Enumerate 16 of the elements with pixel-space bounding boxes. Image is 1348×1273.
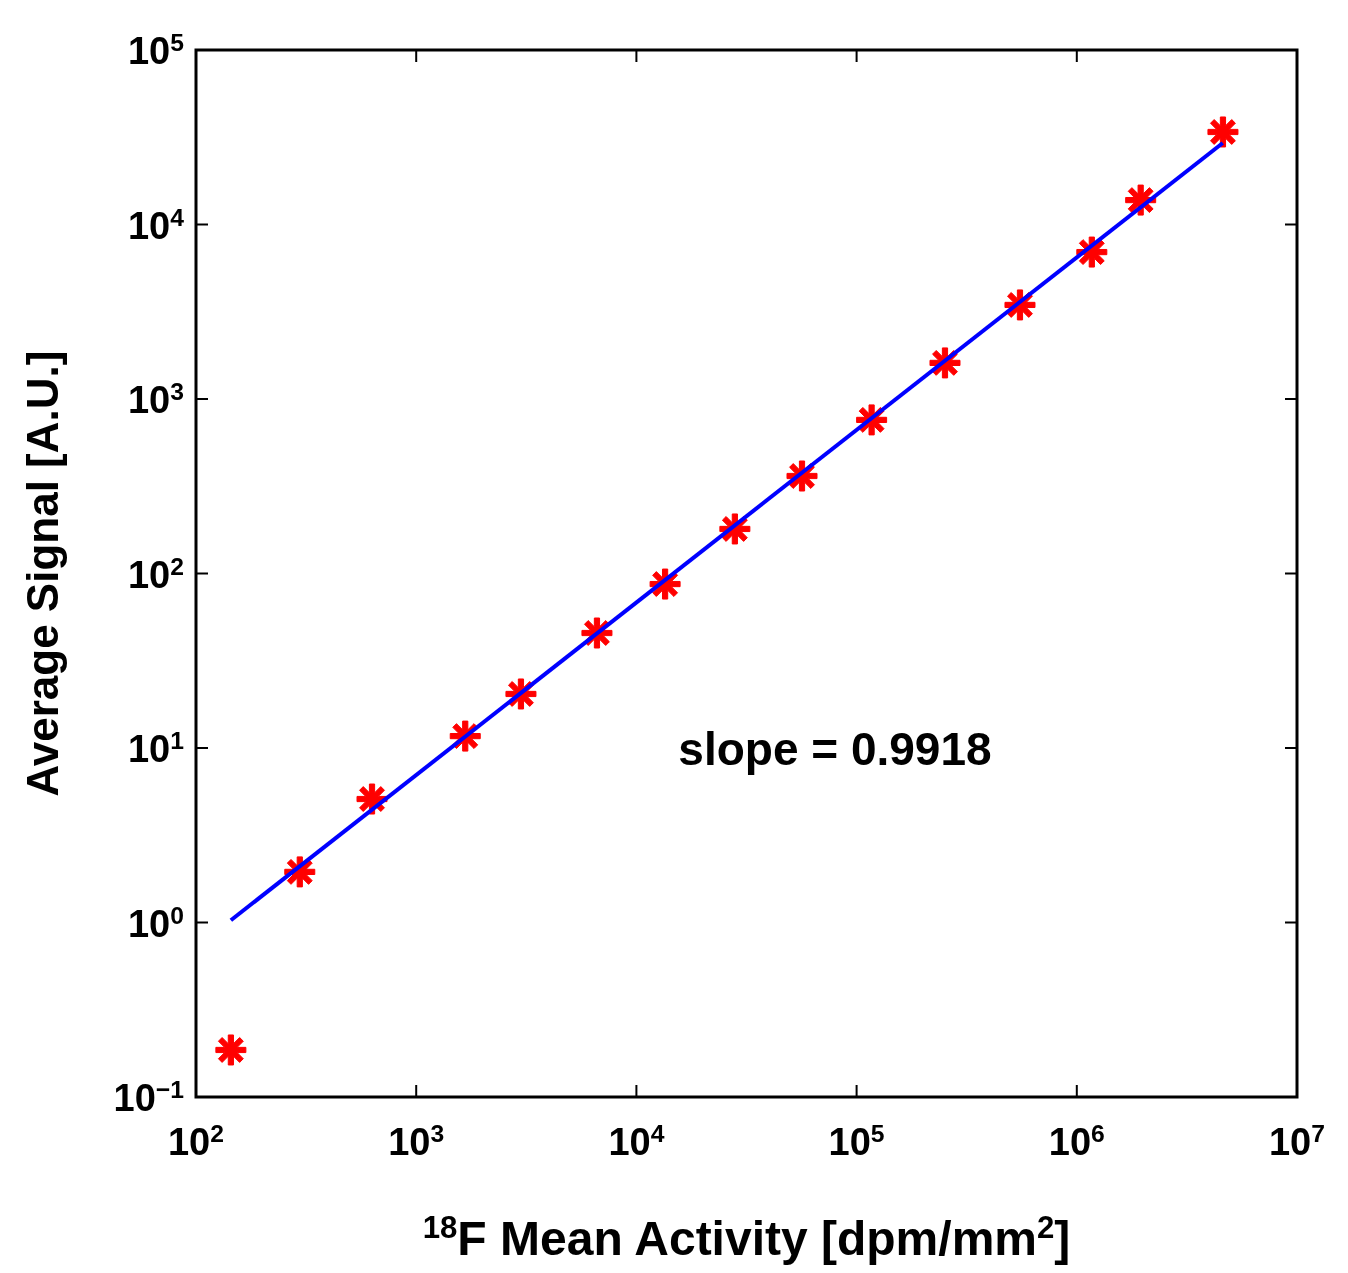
y-tick-label: 10$^{−1}$ (113, 1075, 185, 1119)
y-tick-label: 10$^{4}$ (127, 203, 185, 247)
x-tick-label: 10$^{4}$ (608, 1119, 665, 1163)
annotation: slope = 0.9918 (678, 723, 992, 775)
x-tick-label: 10$^{6}$ (1048, 1119, 1105, 1163)
x-tick-label: 10$^{2}$ (167, 1119, 225, 1163)
y-tick-label: 10$^{2}$ (127, 552, 184, 596)
y-tick-label: 10$^{3}$ (127, 377, 184, 421)
x-tick-label: 10$^{7}$ (1268, 1119, 1326, 1163)
x-tick-label: 10$^{3}$ (388, 1119, 445, 1163)
y-tick-label: 10$^{1}$ (127, 726, 185, 770)
x-axis-title: $^{18}$F Mean Activity [dpm/mm$^{2}$] (422, 1209, 1071, 1265)
x-tick-label: 10$^{5}$ (828, 1119, 885, 1163)
y-axis-title: Average Signal [A.U.] (18, 350, 67, 797)
y-tick-label: 10$^{0}$ (127, 901, 184, 945)
y-tick-label: 10$^{5}$ (127, 28, 185, 72)
